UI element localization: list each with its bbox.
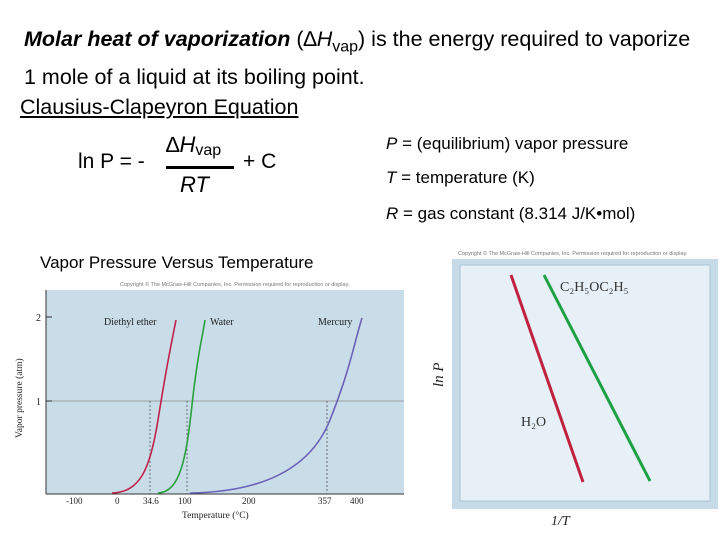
y-tick-1: 1 [36,397,41,408]
series-label-water: Water [210,317,234,328]
lnp-chart-ylabel: ln P [431,362,447,387]
definition-symbol: T [386,168,397,187]
definition-r: R = gas constant (8.314 J/K•mol) [386,204,635,224]
intro-paragraph: Molar heat of vaporization (∆Hvap) is th… [24,24,704,92]
numerator-delta: ∆ [166,132,180,157]
series-label-ether: Diethyl ether [104,317,157,328]
vapor-chart-plot-area [46,290,404,494]
definition-symbol: R [386,204,399,223]
equation-title: Clausius-Clapeyron Equation [20,95,299,119]
intro-symbol-close: ) [358,27,366,51]
definition-text: = temperature (K) [396,168,535,187]
intro-term: Molar heat of vaporization [24,27,291,51]
lnp-chart-copyright: Copyright © The McGraw-Hill Companies, I… [458,251,688,257]
lnp-chart-xlabel: 1/T [551,514,571,529]
intro-symbol-sub: vap [332,38,359,56]
x-tick-100: 100 [178,496,192,506]
vapor-chart-title: Vapor Pressure Versus Temperature [40,253,314,272]
diethyl-ether-curve [111,319,177,494]
definition-symbol: P [386,134,398,153]
lnp-vs-inverse-t-chart: C₂H₅OC₂H₅ H₂O ln P 1/T [431,259,718,529]
fraction-bar [166,166,234,169]
x-tick-400: 400 [350,496,364,506]
x-tick-34-6: 34.6 [143,496,159,506]
vapor-pressure-chart: Diethyl ether Water Mercury 2 1 -100 0 3… [14,290,404,521]
water-line [542,274,652,482]
equation-lhs: ln P = - [78,150,145,173]
vapor-chart-copyright: Copyright © The McGraw-Hill Companies, I… [120,282,350,288]
equation-plus-c: + C [243,150,277,173]
numerator-sub: vap [195,142,222,159]
ether-line [509,274,585,483]
definition-p: P = (equilibrium) vapor pressure [386,134,628,154]
definition-t: T = temperature (K) [386,168,535,188]
equation-denominator: RT [180,172,209,197]
definition-text: = (equilibrium) vapor pressure [397,134,629,153]
x-tick-357: 357 [318,496,332,506]
intro-symbol-h: H [316,27,333,51]
series-label-mercury: Mercury [318,317,352,328]
x-tick-minus100: -100 [66,496,83,506]
water-curve [157,319,206,494]
definition-text: = gas constant (8.314 J/K•mol) [398,204,636,223]
mercury-curve [189,317,363,494]
x-tick-0: 0 [115,496,120,506]
vapor-chart-ylabel: Vapor pressure (atm) [14,358,25,438]
label-water-formula: H₂O [521,415,546,430]
equation-numerator: ∆Hvap [166,132,221,160]
intro-symbol-open: ( [290,27,304,51]
lnp-chart-plot-area [459,264,711,502]
intro-delta: ∆ [303,27,317,51]
vapor-chart-xlabel: Temperature (°C) [182,510,249,521]
numerator-h: H [179,132,196,157]
x-tick-200: 200 [242,496,256,506]
label-ether-formula: C₂H₅OC₂H₅ [560,280,629,295]
y-tick-2: 2 [36,313,41,324]
intro-rest: is the energy required to vaporize 1 mol… [24,27,691,90]
